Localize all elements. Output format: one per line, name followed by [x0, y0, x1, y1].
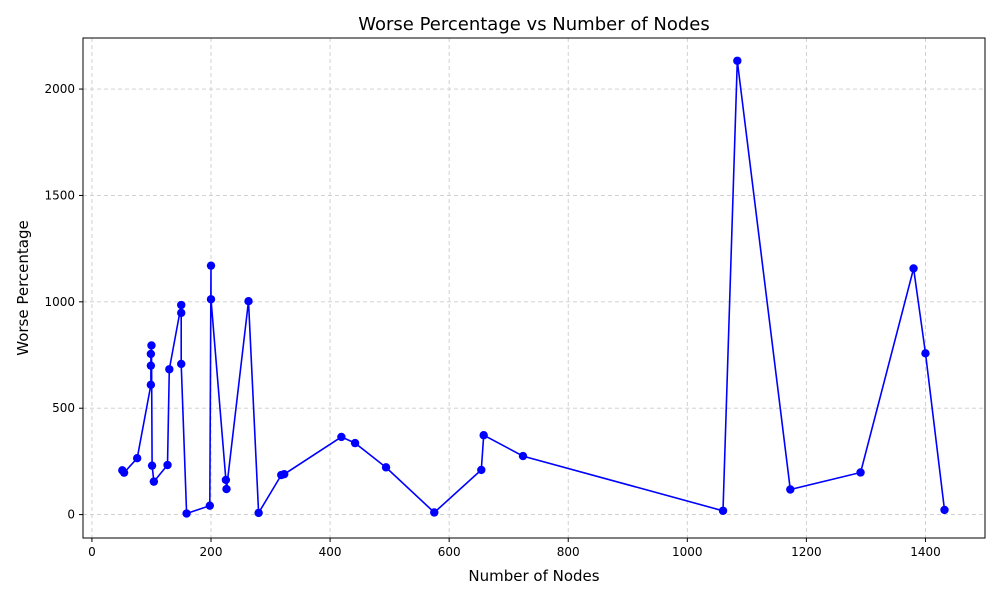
plot-frame: [82, 37, 986, 539]
x-tick-label: 800: [557, 545, 580, 559]
data-point: [177, 308, 186, 318]
data-point: [206, 261, 216, 270]
y-axis-label: Worse Percentage: [14, 220, 32, 356]
x-tick-label: 200: [200, 545, 223, 559]
data-point: [149, 477, 159, 486]
data-point: [146, 380, 156, 390]
y-tick-label: 2000: [44, 82, 75, 96]
data-point: [430, 508, 439, 517]
data-point: [940, 505, 949, 515]
data-point: [146, 349, 156, 359]
data-point: [206, 295, 216, 304]
x-tick-label: 0: [88, 545, 96, 559]
data-point: [909, 264, 918, 273]
data-point: [132, 454, 142, 463]
y-tick-label: 1500: [44, 188, 75, 202]
y-tick-label: 1000: [44, 295, 75, 309]
x-tick-label: 1200: [791, 545, 822, 559]
data-point: [177, 359, 186, 369]
data-point: [205, 501, 215, 510]
x-tick-label: 600: [438, 545, 461, 559]
data-point: [222, 484, 231, 494]
data-point: [786, 485, 795, 494]
data-point: [856, 468, 865, 477]
data-point: [146, 361, 156, 370]
data-point: [163, 460, 172, 470]
data-point: [280, 469, 289, 479]
data-point: [479, 431, 488, 440]
y-tick-label: 500: [52, 401, 75, 415]
data-point: [119, 468, 129, 477]
data-point: [254, 508, 263, 518]
data-point: [921, 349, 930, 358]
x-axis-label: Number of Nodes: [468, 567, 599, 585]
series-layer: [118, 56, 949, 518]
grid: [83, 38, 985, 538]
x-tick-label: 400: [319, 545, 342, 559]
data-point: [518, 451, 528, 461]
data-point: [221, 475, 231, 485]
data-point: [718, 506, 728, 515]
x-tick-label: 1400: [910, 545, 941, 559]
y-tick-label: 0: [67, 508, 75, 522]
data-point: [350, 438, 360, 448]
data-point: [165, 365, 174, 374]
data-point: [244, 296, 253, 306]
data-point: [177, 300, 186, 310]
data-point: [477, 465, 486, 475]
chart-title: Worse Percentage vs Number of Nodes: [358, 14, 710, 35]
data-point: [733, 56, 742, 65]
data-point: [337, 432, 346, 442]
ticks-layer: 0 200 400 600 800 1000 1200 1400 0 500 1000 1500 200…: [44, 82, 940, 559]
data-point: [147, 461, 157, 470]
data-point: [381, 463, 391, 472]
data-point: [147, 341, 156, 350]
x-tick-label: 1000: [672, 545, 703, 559]
data-point: [182, 509, 191, 518]
